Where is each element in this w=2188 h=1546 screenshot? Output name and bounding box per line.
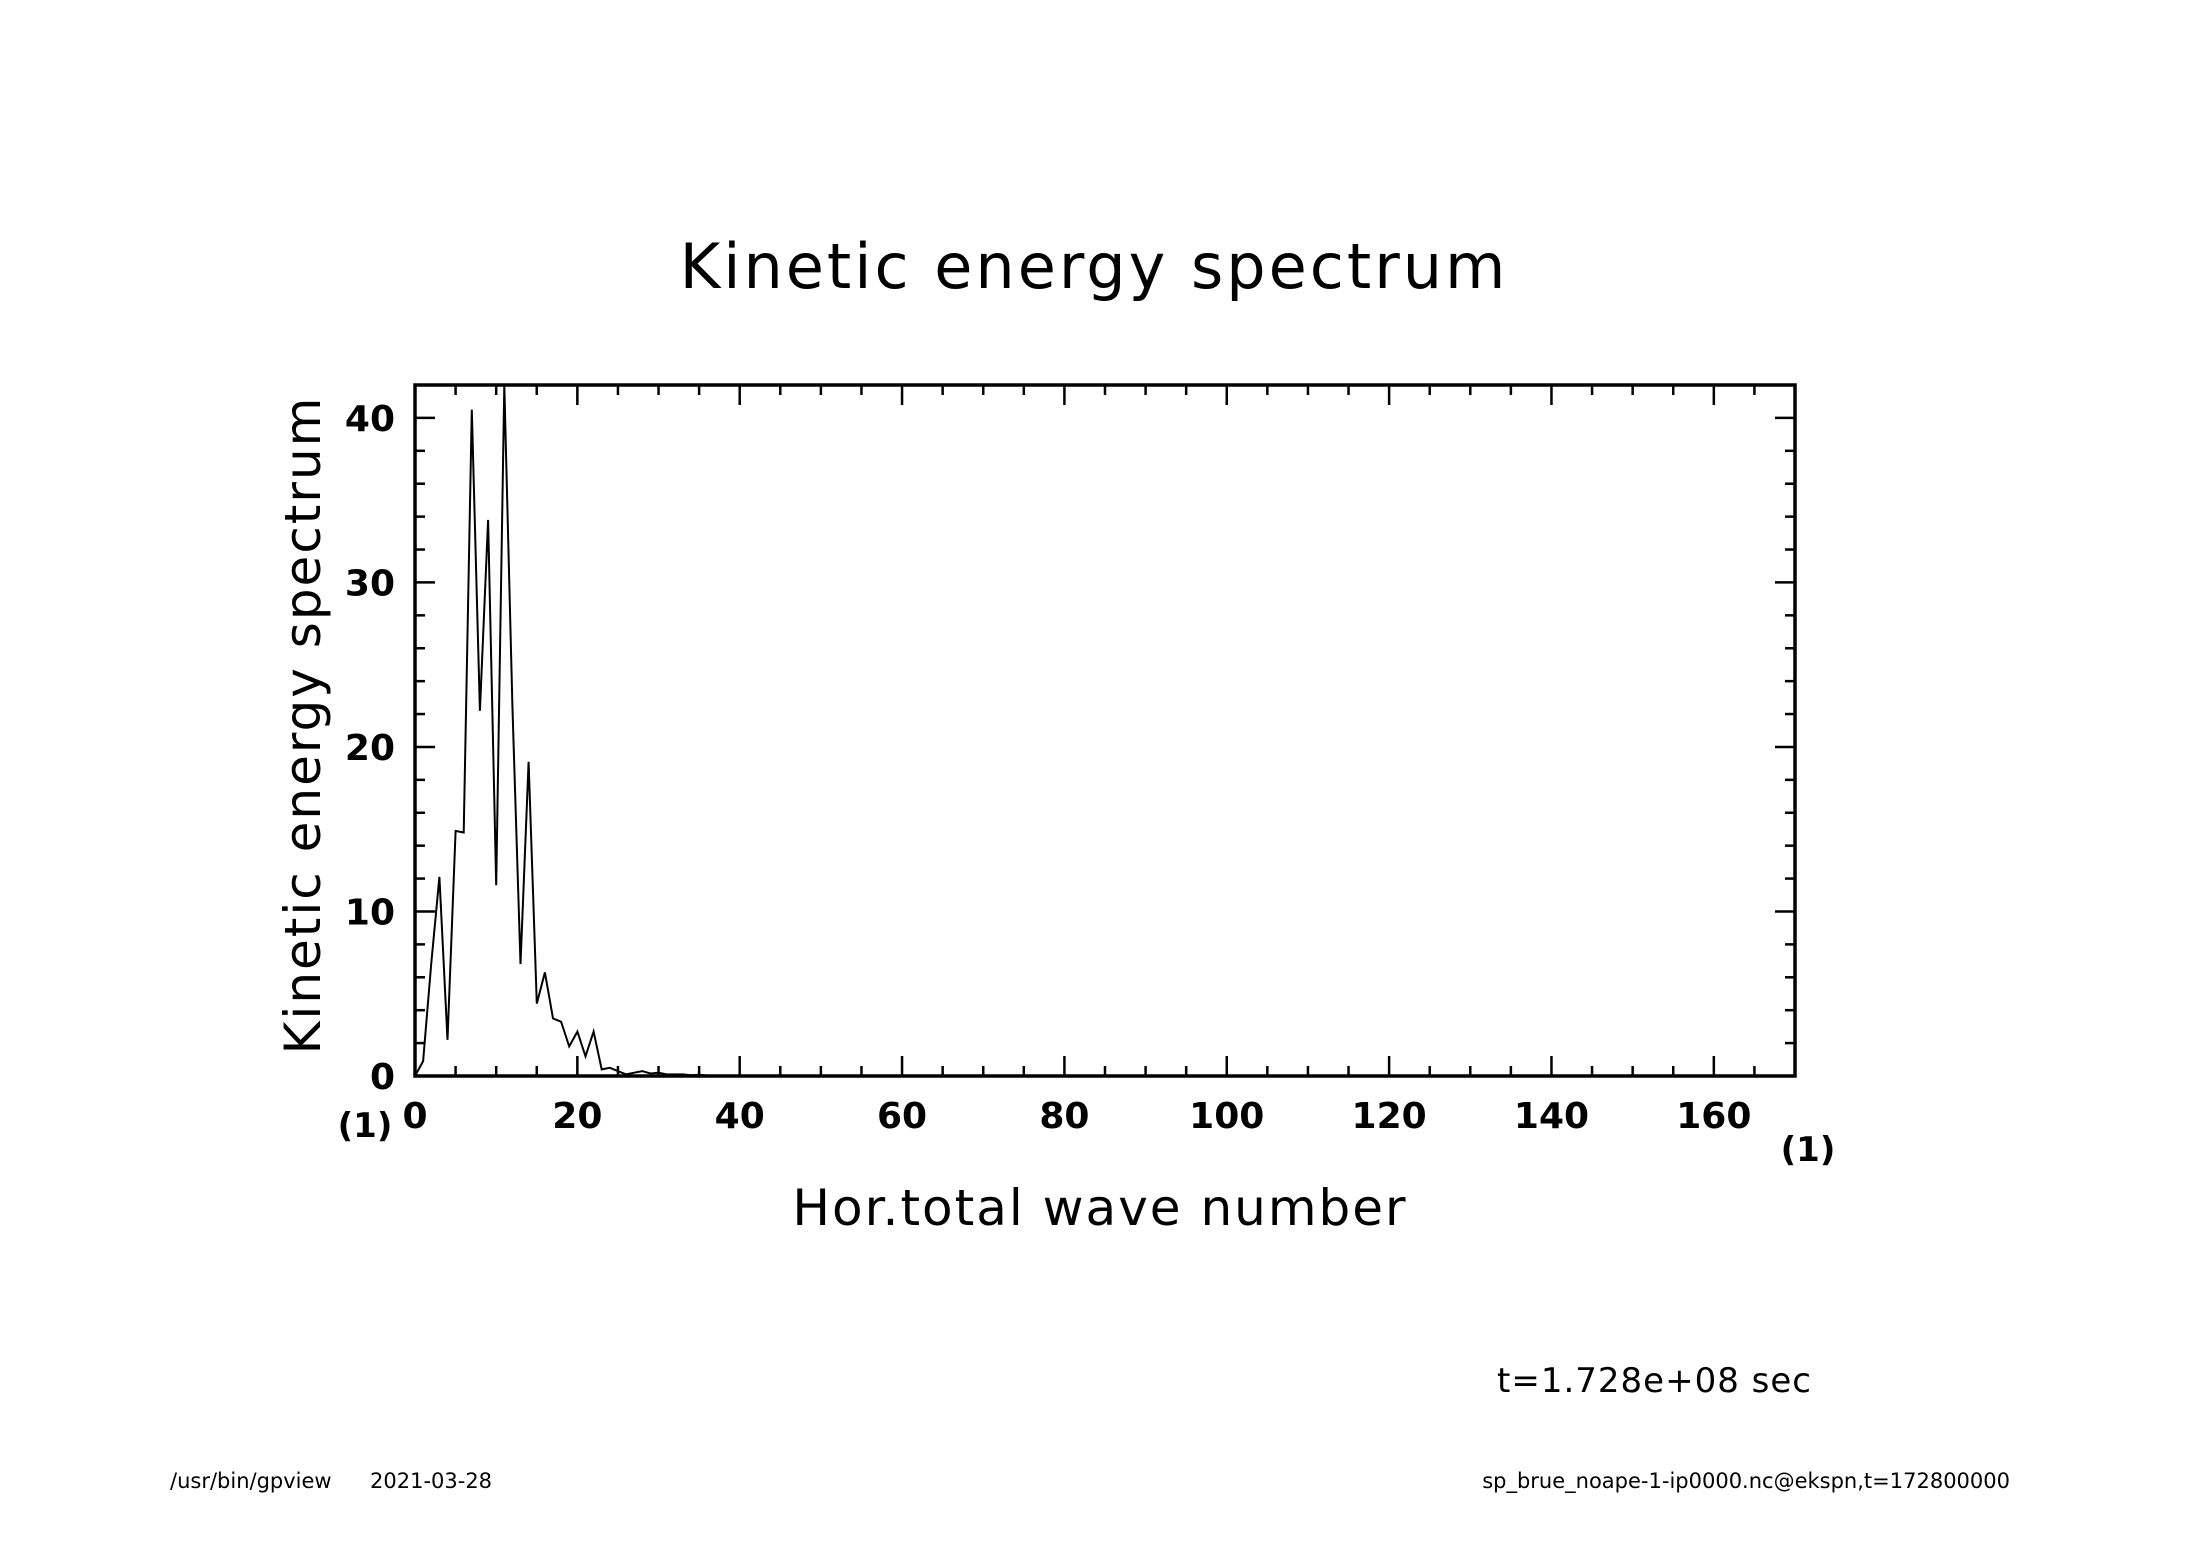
time-annotation: t=1.728e+08 sec xyxy=(1497,1361,1812,1401)
plot-frame xyxy=(413,383,1797,1078)
x-tick-label: 160 xyxy=(1676,1096,1751,1137)
x-tick-label: 0 xyxy=(402,1096,427,1137)
date-label: 2021-03-28 xyxy=(370,1469,492,1493)
series-line xyxy=(414,384,1795,1077)
y-tick-label: 40 xyxy=(345,399,395,440)
y-axis-unit-label: (1) xyxy=(1781,1130,1836,1170)
x-tick-label: 40 xyxy=(715,1096,765,1137)
y-tick-label: 10 xyxy=(345,892,395,933)
x-axis-label: Hor.total wave number xyxy=(792,1179,1407,1237)
x-axis-unit-label: (1) xyxy=(338,1106,393,1146)
x-tick-label: 100 xyxy=(1189,1096,1264,1137)
x-tick-label: 60 xyxy=(877,1096,927,1137)
chart-title: Kinetic energy spectrum xyxy=(680,230,1509,303)
y-axis-label: Kinetic energy spectrum xyxy=(274,396,332,1055)
y-tick-label: 30 xyxy=(345,563,395,604)
x-tick-label: 80 xyxy=(1039,1096,1089,1137)
program-path-label: /usr/bin/gpview xyxy=(170,1469,332,1493)
y-tick-label: 20 xyxy=(345,728,395,769)
plot-area: 0 20 40 60 80 100 120 140 160 0 10 20 30 40 xyxy=(345,383,1797,1137)
x-tick-label: 120 xyxy=(1352,1096,1427,1137)
source-file-label: sp_brue_noape-1-ip0000.nc@ekspn,t=172800… xyxy=(1482,1469,2010,1494)
y-tick-label: 0 xyxy=(370,1057,395,1098)
x-tick-label: 20 xyxy=(552,1096,602,1137)
x-tick-label: 140 xyxy=(1514,1096,1589,1137)
